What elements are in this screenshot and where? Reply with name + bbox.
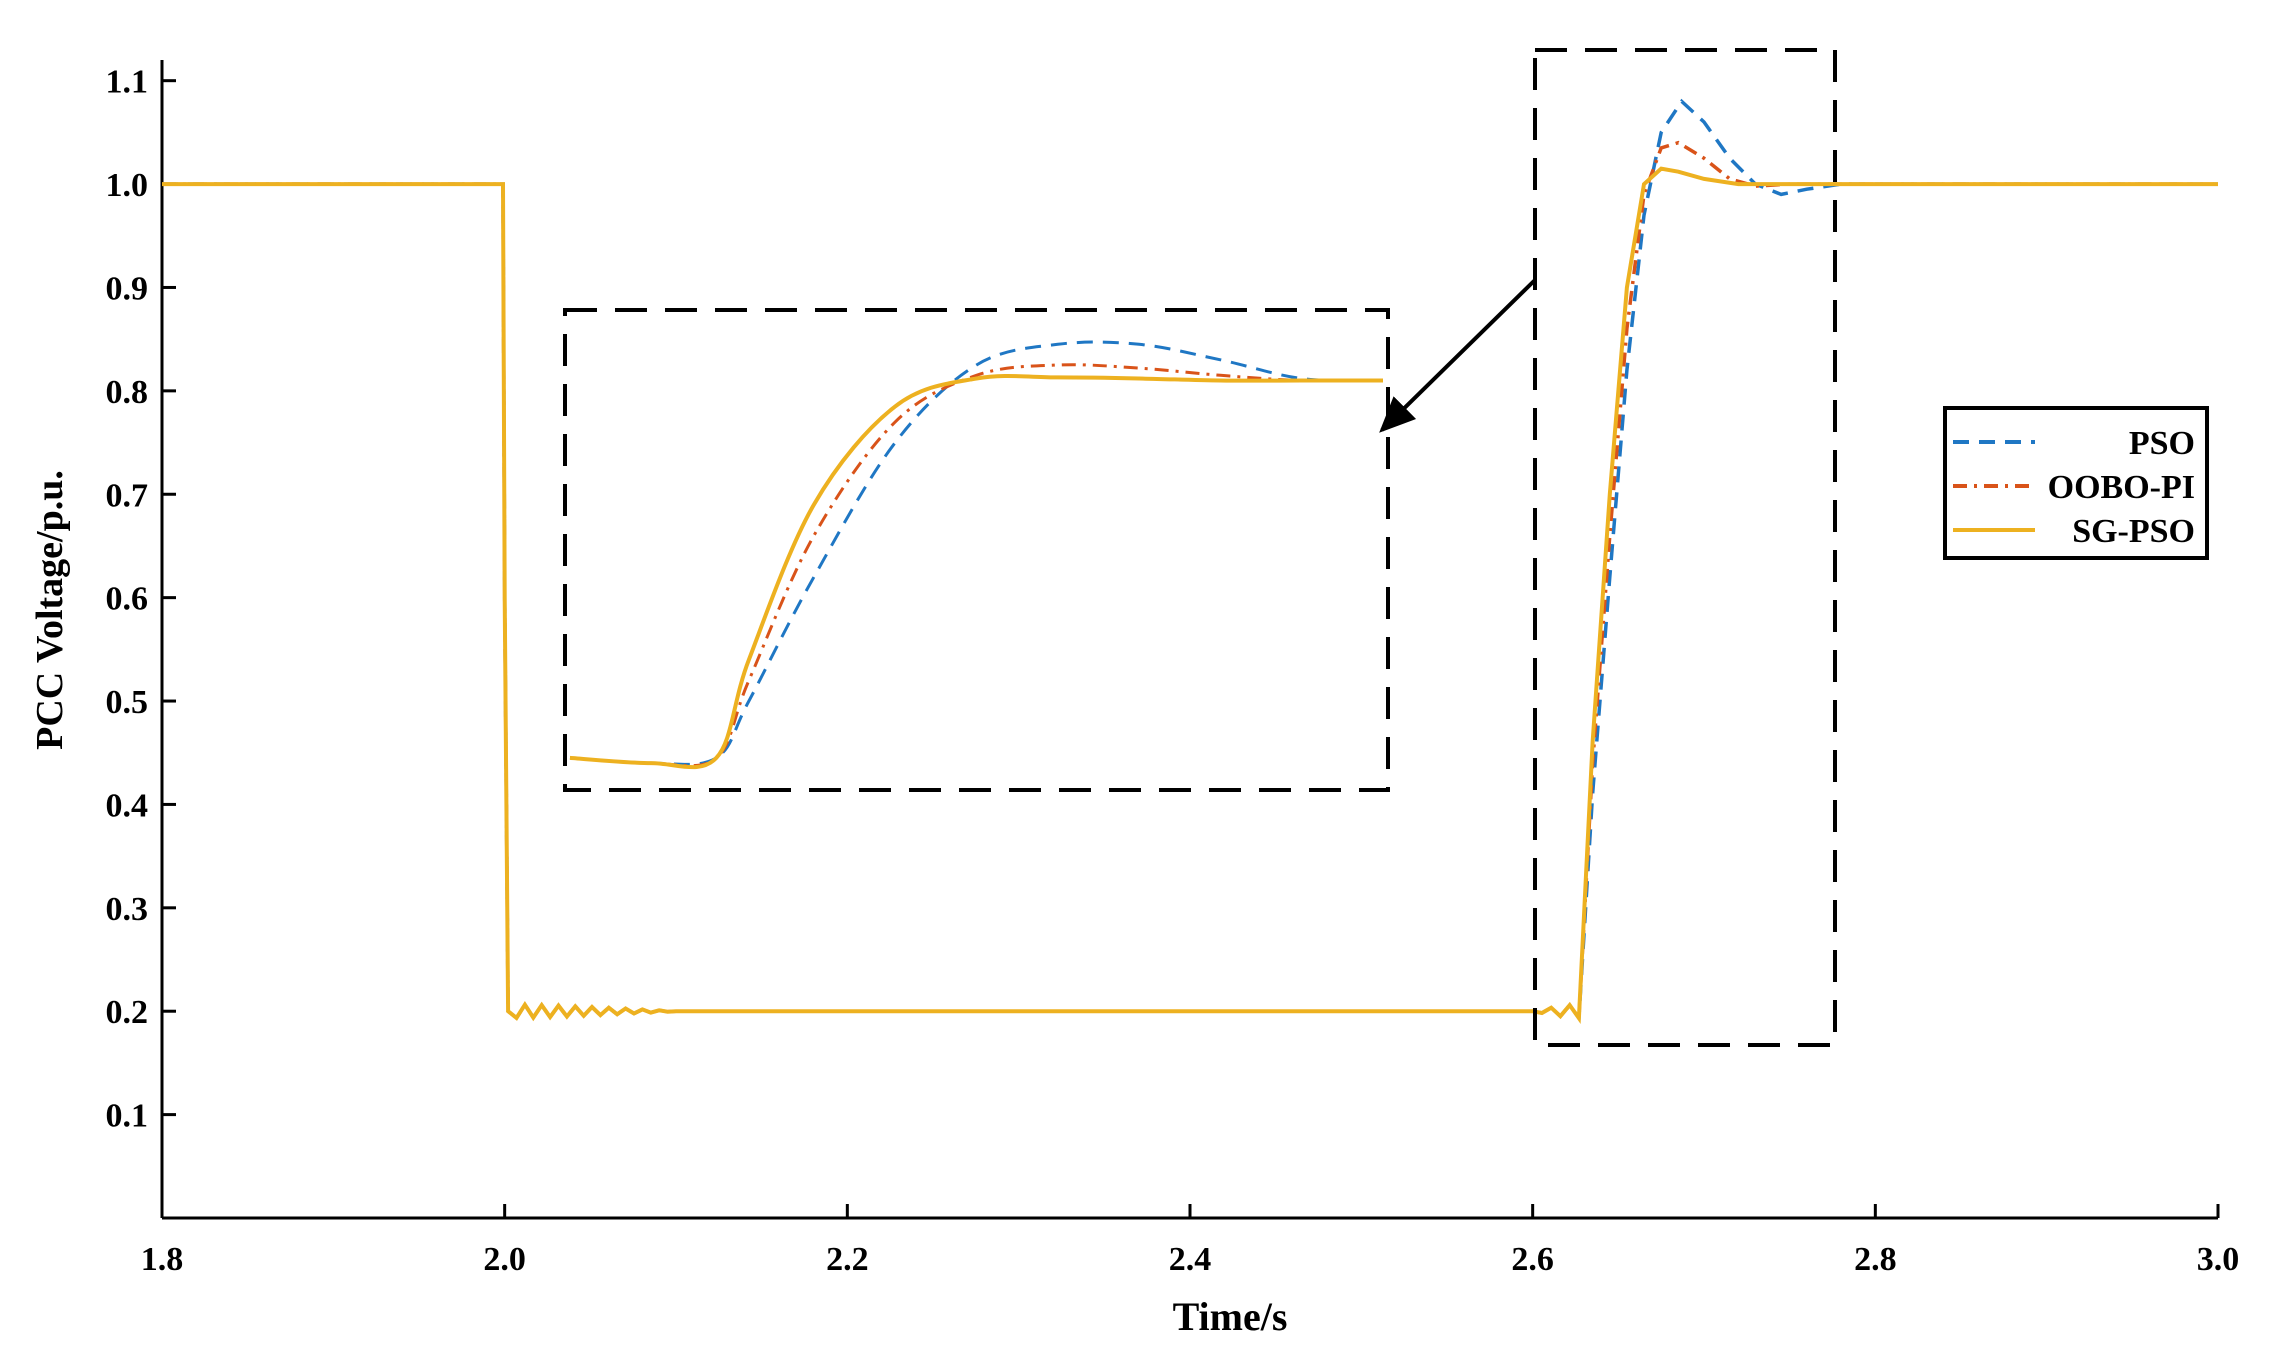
y-tick-label: 0.4 xyxy=(106,787,149,824)
legend-box xyxy=(1943,406,2209,560)
x-axis-ticks: 1.8 2.0 2.2 2.4 2.6 2.8 3.0 xyxy=(141,1204,2240,1278)
x-axis-label: Time/s xyxy=(1173,1294,1288,1339)
x-tick-label: 2.4 xyxy=(1169,1241,1212,1278)
y-tick-label: 0.5 xyxy=(106,684,149,721)
x-tick-label: 2.8 xyxy=(1854,1241,1897,1278)
inset-zoom xyxy=(569,340,1384,770)
x-tick-label: 2.2 xyxy=(826,1241,869,1278)
x-tick-label: 1.8 xyxy=(141,1241,184,1278)
series-line-sg-pso xyxy=(162,166,2218,1024)
zoom-region-frame xyxy=(1533,48,1837,1047)
series-line-pso xyxy=(162,98,2218,1024)
x-tick-label: 2.6 xyxy=(1511,1241,1554,1278)
y-tick-label: 0.7 xyxy=(106,477,149,514)
series-layer xyxy=(162,98,2218,1024)
y-tick-label: 0.3 xyxy=(106,891,149,928)
y-axis-ticks: 0.1 0.2 0.3 0.4 0.5 0.6 0.7 0.8 0.9 1.0 1.1 xyxy=(106,64,176,1135)
y-tick-label: 0.1 xyxy=(106,1098,149,1135)
series-line-oobo-pi xyxy=(162,140,2218,1024)
inset-frame xyxy=(563,308,1390,792)
legend-label-oobo-pi: OOBO-PI xyxy=(2048,469,2195,506)
y-tick-label: 1.1 xyxy=(106,64,149,101)
zoom-arrow xyxy=(1379,278,1537,433)
legend-label-sg-pso: SG-PSO xyxy=(2072,513,2195,550)
x-tick-label: 2.0 xyxy=(483,1241,526,1278)
y-tick-label: 0.2 xyxy=(106,994,149,1031)
inset-line-pso xyxy=(569,340,1384,766)
annotations xyxy=(563,48,1837,1047)
y-tick-label: 0.8 xyxy=(106,374,149,411)
y-axis-label: PCC Voltage/p.u. xyxy=(29,470,71,750)
y-tick-label: 1.0 xyxy=(106,167,149,204)
inset-line-sg-pso xyxy=(569,373,1383,770)
y-tick-label: 0.6 xyxy=(106,581,149,618)
y-tick-label: 0.9 xyxy=(106,270,149,307)
legend-label-pso: PSO xyxy=(2129,425,2195,462)
x-tick-label: 3.0 xyxy=(2197,1241,2240,1278)
legend: PSO OOBO-PI SG-PSO xyxy=(1943,406,2209,560)
inset-line-oobo-pi xyxy=(569,363,1384,768)
axes xyxy=(160,60,2218,1220)
